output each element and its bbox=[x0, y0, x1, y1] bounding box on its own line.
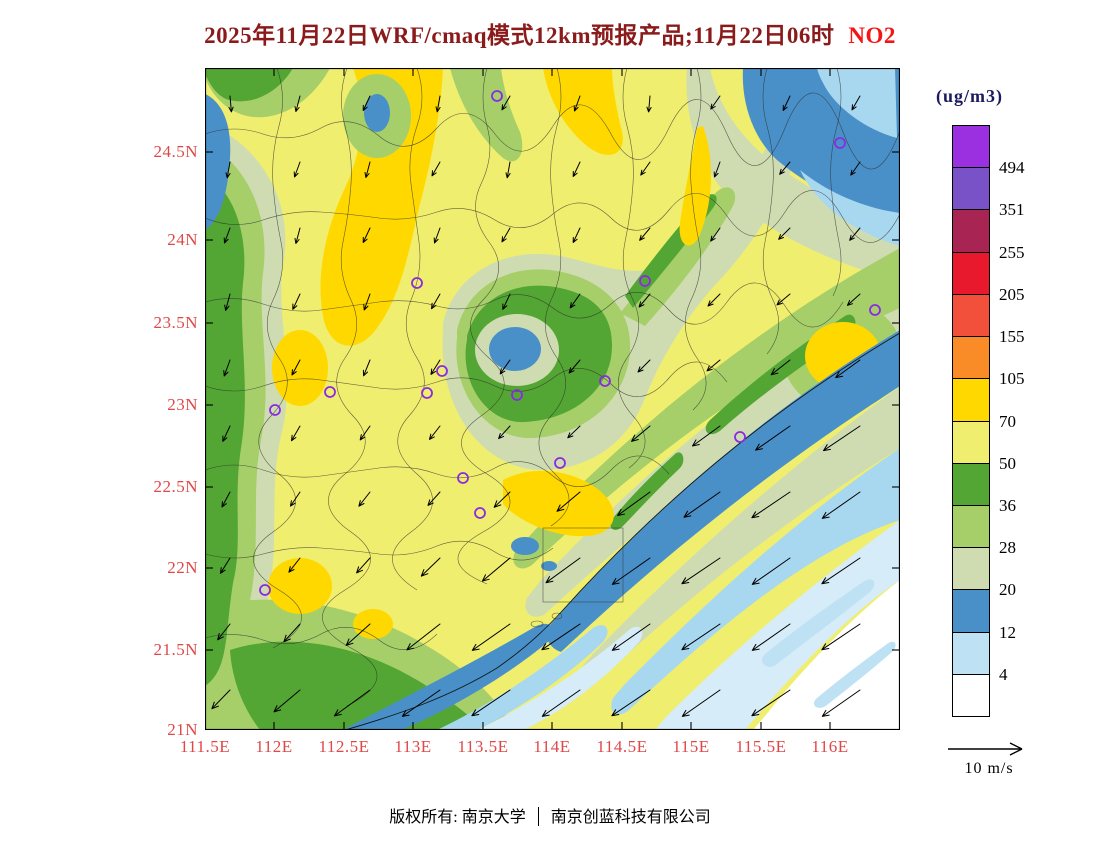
legend-value: 20 bbox=[999, 580, 1016, 600]
page-title: 2025年11月22日WRF/cmaq模式12km预报产品;11月22日06时 N… bbox=[0, 16, 1100, 50]
legend-units-label: (ug/m3) bbox=[936, 86, 1003, 106]
lon-label: 114E bbox=[533, 737, 571, 756]
lon-label: 114.5E bbox=[596, 737, 648, 756]
axis-ticks bbox=[205, 68, 900, 730]
lat-label: 23N bbox=[167, 395, 198, 414]
wind-reference-arrow-icon bbox=[948, 742, 1023, 756]
legend-swatch: 70 bbox=[953, 378, 1016, 431]
city-markers bbox=[259, 90, 881, 596]
lon-label: 116E bbox=[811, 737, 849, 756]
wind-reference-label: 10 m/s bbox=[964, 760, 1014, 777]
legend-value: 494 bbox=[999, 158, 1025, 178]
lon-label: 115E bbox=[672, 737, 710, 756]
lat-label: 23.5N bbox=[153, 313, 198, 332]
legend-swatch: 20 bbox=[953, 547, 1016, 599]
forecast-map bbox=[205, 68, 900, 730]
legend-swatch: 205 bbox=[953, 251, 1025, 304]
lat-label: 24.5N bbox=[153, 142, 198, 161]
boundary-lines bbox=[205, 68, 900, 730]
legend-value: 205 bbox=[999, 284, 1025, 304]
copyright: 版权所有: 南京大学 南京创蓝科技有限公司 bbox=[0, 803, 1100, 827]
lon-label: 112E bbox=[255, 737, 293, 756]
legend-value: 105 bbox=[999, 369, 1025, 389]
lat-label: 21.5N bbox=[153, 640, 198, 659]
lon-label: 113E bbox=[394, 737, 432, 756]
lat-label: 22.5N bbox=[153, 477, 198, 496]
lon-label: 112.5E bbox=[318, 737, 370, 756]
legend-value: 4 bbox=[999, 664, 1008, 684]
wind-reference: 10 m/s bbox=[944, 738, 1034, 778]
lon-label: 111.5E bbox=[179, 737, 231, 756]
legend-swatch: 12 bbox=[953, 589, 1016, 642]
legend-swatch: 36 bbox=[953, 462, 1016, 515]
map-border bbox=[205, 68, 900, 730]
legend-swatch: 50 bbox=[953, 420, 1016, 473]
legend-value: 28 bbox=[999, 538, 1016, 558]
legend-value: 36 bbox=[999, 495, 1016, 515]
footer-divider-icon bbox=[537, 807, 539, 826]
legend-value: 12 bbox=[999, 622, 1016, 642]
legend-swatch: 4 bbox=[953, 631, 1008, 684]
legend-value: 50 bbox=[999, 453, 1016, 473]
legend-swatch: 255 bbox=[953, 209, 1025, 262]
title-species: NO2 bbox=[848, 23, 896, 48]
title-text: 2025年11月22日WRF/cmaq模式12km预报产品;11月22日06时 bbox=[204, 23, 835, 48]
legend-value: 155 bbox=[999, 327, 1025, 347]
legend-swatch: 28 bbox=[953, 504, 1016, 557]
legend-bar: 494 351 255 205 155 105 70 50 36 28 20 12 4 bbox=[952, 125, 1025, 717]
legend-swatch: 155 bbox=[953, 293, 1025, 346]
legend-value: 70 bbox=[999, 411, 1016, 431]
lon-label: 115.5E bbox=[735, 737, 787, 756]
lat-label: 21N bbox=[167, 720, 198, 739]
legend-swatch: 351 bbox=[953, 167, 1025, 219]
legend-swatch bbox=[953, 673, 989, 717]
legend-swatch: 105 bbox=[953, 336, 1025, 388]
legend-value: 255 bbox=[999, 242, 1025, 262]
wind-vectors bbox=[211, 95, 861, 717]
legend-value: 351 bbox=[999, 200, 1025, 220]
copyright-company: 南京创蓝科技有限公司 bbox=[550, 809, 711, 826]
copyright-owner: 版权所有: 南京大学 bbox=[389, 809, 526, 826]
lon-label: 113.5E bbox=[457, 737, 509, 756]
concentration-fill-layer bbox=[205, 68, 900, 730]
lat-label: 22N bbox=[167, 558, 198, 577]
legend-swatch: 494 bbox=[953, 126, 1025, 177]
lat-label: 24N bbox=[167, 230, 198, 249]
